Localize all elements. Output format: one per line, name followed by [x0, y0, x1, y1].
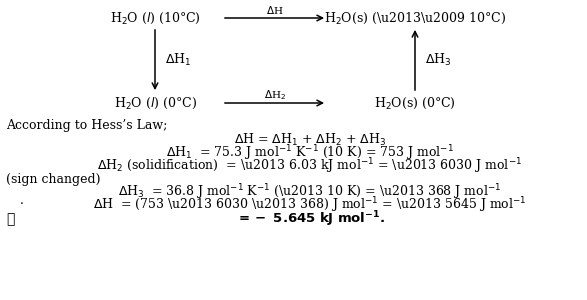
Text: ∴: ∴ — [6, 212, 14, 226]
Text: $\Delta$H = $\Delta$H$_1$ + $\Delta$H$_2$ + $\Delta$H$_3$: $\Delta$H = $\Delta$H$_1$ + $\Delta$H$_2… — [234, 132, 386, 148]
Text: H$_2$O ($\it{l}$) (0°C): H$_2$O ($\it{l}$) (0°C) — [113, 95, 197, 111]
Text: $\mathbf{= -\ 5.645\ kJ\ mol^{-1}.}$: $\mathbf{= -\ 5.645\ kJ\ mol^{-1}.}$ — [235, 209, 384, 229]
Text: $\Delta$H: $\Delta$H — [266, 4, 284, 16]
Text: (sign changed): (sign changed) — [6, 172, 100, 185]
Text: $\Delta$H$_3$  = 36.8 J mol$^{-1}$ K$^{-1}$ (\u2013 10 K) = \u2013 368 J mol$^{-: $\Delta$H$_3$ = 36.8 J mol$^{-1}$ K$^{-1… — [118, 182, 502, 202]
Text: $\Delta$H$_3$: $\Delta$H$_3$ — [425, 52, 451, 68]
Text: ·: · — [20, 199, 24, 212]
Text: H$_2$O(s) (\u2013\u2009 10°C): H$_2$O(s) (\u2013\u2009 10°C) — [324, 11, 506, 26]
Text: H$_2$O(s) (0°C): H$_2$O(s) (0°C) — [374, 95, 456, 111]
Text: $\Delta$H  = (753 \u2013 6030 \u2013 368) J mol$^{-1}$ = \u2013 5645 J mol$^{-1}: $\Delta$H = (753 \u2013 6030 \u2013 368)… — [93, 195, 527, 215]
Text: $\Delta$H$_1$: $\Delta$H$_1$ — [165, 52, 191, 68]
Text: H$_2$O ($\it{l}$) (10°C): H$_2$O ($\it{l}$) (10°C) — [110, 11, 200, 26]
Text: $\Delta$H$_1$  = 75.3 J mol$^{-1}$ K$^{-1}$ (10 K) = 753 J mol$^{-1}$: $\Delta$H$_1$ = 75.3 J mol$^{-1}$ K$^{-1… — [166, 143, 454, 163]
Text: According to Hess’s Law;: According to Hess’s Law; — [6, 119, 167, 133]
Text: $\Delta$H$_2$: $\Delta$H$_2$ — [264, 88, 286, 102]
Text: $\Delta$H$_2$ (solidification)  = \u2013 6.03 kJ mol$^{-1}$ = \u2013 6030 J mol$: $\Delta$H$_2$ (solidification) = \u2013 … — [97, 156, 522, 176]
